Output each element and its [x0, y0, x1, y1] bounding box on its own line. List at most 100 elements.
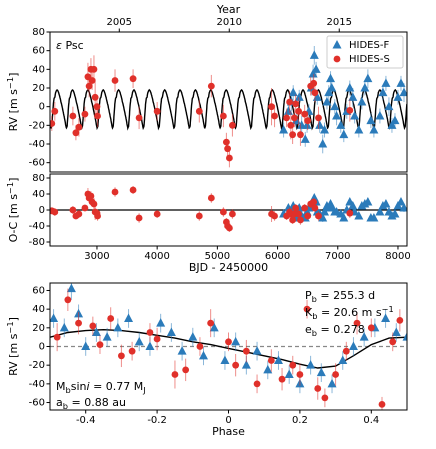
- x-tick-label: 5000: [205, 251, 230, 262]
- data-point: [318, 139, 328, 148]
- data-point: [363, 197, 373, 206]
- data-point: [69, 206, 77, 214]
- data-point: [94, 112, 101, 120]
- data-point: [171, 371, 179, 378]
- text-part: −1: [5, 182, 15, 194]
- data-point: [229, 121, 236, 129]
- data-point: [96, 341, 104, 349]
- text-part: a: [56, 396, 63, 409]
- data-point: [316, 367, 326, 377]
- data-point: [231, 336, 241, 346]
- axes-frame: [49, 31, 408, 173]
- data-point: [66, 283, 76, 293]
- data-point: [225, 338, 232, 346]
- data-point: [381, 199, 391, 208]
- y-tick-label: 20: [32, 323, 45, 334]
- data-point: [310, 198, 318, 206]
- x-tick-label: 4000: [144, 251, 169, 262]
- data-point: [129, 75, 137, 83]
- data-point: [135, 214, 143, 222]
- data-point: [135, 114, 143, 122]
- data-point: [289, 131, 297, 139]
- data-point: [292, 204, 300, 212]
- data-point: [354, 125, 364, 134]
- data-point: [304, 212, 312, 220]
- data-point: [302, 120, 312, 129]
- data-point: [396, 197, 406, 206]
- data-point: [288, 87, 298, 97]
- data-point: [271, 212, 278, 220]
- data-point: [310, 79, 318, 87]
- plot-area: [50, 46, 407, 168]
- data-point: [81, 341, 91, 350]
- data-point: [327, 83, 337, 92]
- axes-frame: [49, 173, 408, 247]
- data-point: [387, 120, 397, 129]
- data-point: [320, 125, 330, 134]
- data-point: [207, 194, 215, 202]
- data-point: [390, 209, 400, 218]
- data-point: [346, 107, 354, 114]
- x2-axis-label: Year: [216, 3, 241, 16]
- data-point: [209, 322, 219, 332]
- data-point: [153, 210, 161, 218]
- data-point: [69, 112, 77, 120]
- x-tick-label: 0: [225, 415, 231, 426]
- data-point: [153, 335, 161, 343]
- data-point: [359, 332, 369, 341]
- y-tick-label: -20: [29, 360, 45, 371]
- y-tick-label: 20: [32, 83, 45, 94]
- y-tick-label: -60: [29, 158, 45, 169]
- text-part: ]: [7, 317, 20, 321]
- data-point: [348, 201, 358, 210]
- legend-marker: [332, 40, 342, 49]
- text-part: J: [142, 385, 145, 395]
- text-part: ]: [7, 73, 20, 77]
- y-tick-label: -60: [29, 398, 45, 409]
- data-point: [241, 360, 251, 369]
- text-part: −1: [5, 321, 15, 333]
- data-point: [267, 357, 275, 364]
- data-point: [81, 110, 89, 118]
- data-point: [324, 87, 334, 97]
- y-tick-label: 0: [39, 102, 45, 113]
- text-part: −1: [382, 304, 394, 314]
- data-point: [327, 378, 337, 388]
- text-part: RV [m s: [7, 333, 20, 376]
- data-point: [306, 360, 316, 369]
- text-part: b: [63, 401, 68, 411]
- y-tick-label: 0: [39, 205, 45, 216]
- data-point: [102, 332, 112, 341]
- text-part: = 255.3 d: [317, 289, 375, 302]
- data-point: [286, 98, 294, 106]
- data-point: [283, 114, 290, 122]
- data-point: [303, 305, 311, 313]
- data-point: [51, 208, 59, 216]
- data-point: [369, 125, 379, 134]
- data-point: [326, 73, 336, 83]
- data-point: [353, 319, 361, 327]
- data-point: [50, 313, 59, 322]
- data-point: [292, 100, 300, 108]
- data-point: [64, 296, 72, 304]
- data-point: [118, 352, 125, 360]
- data-point: [378, 400, 386, 408]
- data-point: [278, 375, 286, 383]
- y-tick-label: 40: [32, 64, 45, 75]
- annotation: ab = 0.88 au: [56, 396, 126, 411]
- y-axis-label: RV [m s−1]: [5, 317, 21, 376]
- text-part: b: [312, 311, 317, 321]
- x-tick-label: -0.4: [76, 415, 96, 426]
- data-point: [396, 316, 404, 324]
- data-point: [339, 213, 349, 222]
- data-point: [318, 213, 328, 222]
- data-point: [89, 322, 97, 330]
- text-part: K: [305, 306, 313, 319]
- data-point: [357, 97, 367, 106]
- data-point: [75, 210, 83, 218]
- data-point: [207, 82, 215, 90]
- data-point: [367, 324, 375, 332]
- data-point: [90, 200, 98, 208]
- x-tick-label: 3000: [84, 251, 109, 262]
- data-point: [301, 110, 309, 118]
